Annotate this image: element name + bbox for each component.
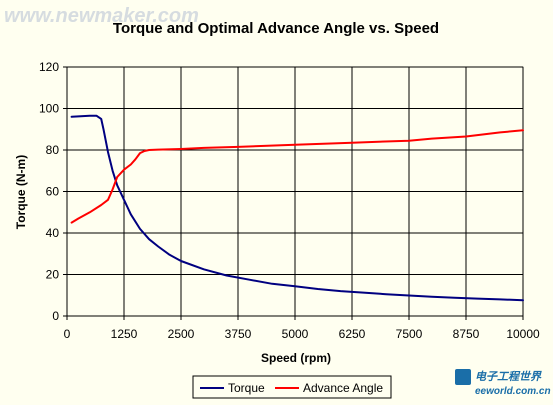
x-tick-label: 7500 [396, 327, 423, 341]
y-axis-label: Torque (N-m) [14, 155, 28, 229]
x-tick-label: 3750 [225, 327, 252, 341]
watermark-text: www.newmaker.com [4, 5, 199, 27]
y-tick-label: 20 [46, 268, 60, 282]
x-tick-label: 10000 [506, 327, 540, 341]
x-tick-label: 2500 [168, 327, 195, 341]
y-tick-label: 80 [46, 143, 60, 157]
x-axis-label: Speed (rpm) [261, 351, 331, 365]
chart-title: Torque and Optimal Advance Angle vs. Spe… [113, 20, 439, 37]
x-tick-label: 0 [64, 327, 71, 341]
y-tick-label: 0 [52, 309, 59, 323]
x-tick-label: 8750 [453, 327, 480, 341]
x-tick-label: 1250 [111, 327, 138, 341]
plot-area: 0 1250 2500 3750 5000 6250 7500 8750 10000 0 20 40… [39, 60, 540, 341]
x-tick-labels: 0 1250 2500 3750 5000 6250 7500 8750 10000 [64, 316, 540, 341]
legend: Torque Advance Angle [192, 375, 392, 399]
y-tick-label: 120 [39, 60, 59, 74]
series-line-torque [70, 114, 524, 302]
x-tick-label: 6250 [339, 327, 366, 341]
brand-logo-icon [455, 369, 471, 385]
y-tick-label: 60 [46, 185, 60, 199]
y-tick-label: 100 [39, 102, 59, 116]
series-line-advance-angle [70, 129, 524, 224]
legend-label-advance-angle: Advance Angle [303, 381, 383, 395]
x-tick-label: 5000 [282, 327, 309, 341]
brand-logo-domain: eeworld.com.cn [475, 386, 551, 397]
brand-logo-text: 电子工程世界 [475, 370, 542, 383]
brand-logo: 电子工程世界 eeworld.com.cn [455, 369, 551, 397]
legend-label-torque: Torque [228, 381, 265, 395]
y-tick-labels: 0 20 40 60 80 100 120 [39, 60, 67, 323]
series-layer [70, 114, 524, 302]
y-tick-label: 40 [46, 226, 60, 240]
